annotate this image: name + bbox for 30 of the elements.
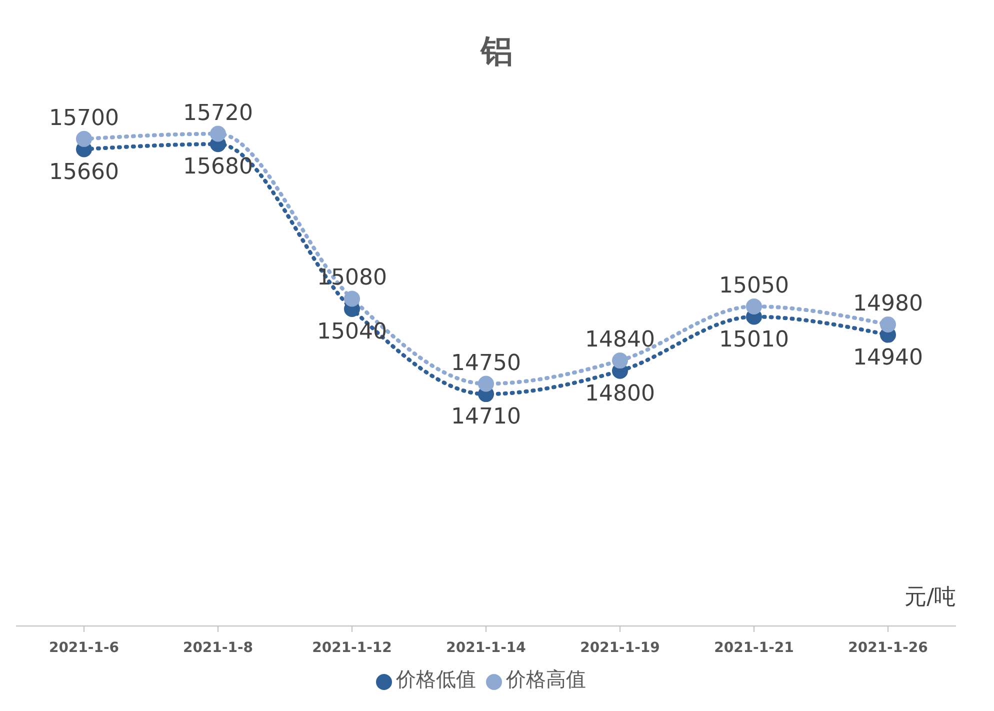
legend-label: 价格高值 [506, 667, 586, 691]
point [612, 352, 628, 369]
data-label: 14980 [853, 291, 923, 316]
point [210, 126, 226, 142]
x-tick-label: 2021-1-19 [580, 640, 660, 656]
x-tick-label: 2021-1-8 [182, 640, 254, 656]
x-tick-label: 2021-1-12 [312, 640, 392, 656]
chart-title: 铝 [479, 31, 514, 72]
x-tick-label: 2021-1-14 [446, 640, 526, 656]
data-label: 15660 [49, 160, 119, 185]
data-label: 14800 [585, 381, 655, 406]
legend-label: 价格低值 [396, 667, 476, 691]
data-label: 15720 [183, 100, 253, 126]
data-label: 15010 [719, 327, 789, 352]
data-label: 15680 [183, 154, 253, 180]
x-tick-label: 2021-1-6 [48, 640, 120, 656]
x-tick-label: 2021-1-26 [848, 640, 928, 656]
data-label: 14710 [451, 404, 521, 430]
point [76, 130, 92, 147]
data-label: 14750 [451, 350, 521, 376]
point [746, 298, 762, 314]
point [478, 376, 494, 392]
text: 元/吨 [904, 584, 956, 612]
data-label: 15050 [719, 273, 789, 298]
point [344, 290, 360, 307]
x-tick-label: 2021-1-21 [714, 640, 794, 656]
data-label: 15700 [49, 106, 119, 131]
point [880, 316, 896, 332]
data-label: 14840 [585, 328, 655, 353]
data-label: 14940 [853, 345, 923, 370]
